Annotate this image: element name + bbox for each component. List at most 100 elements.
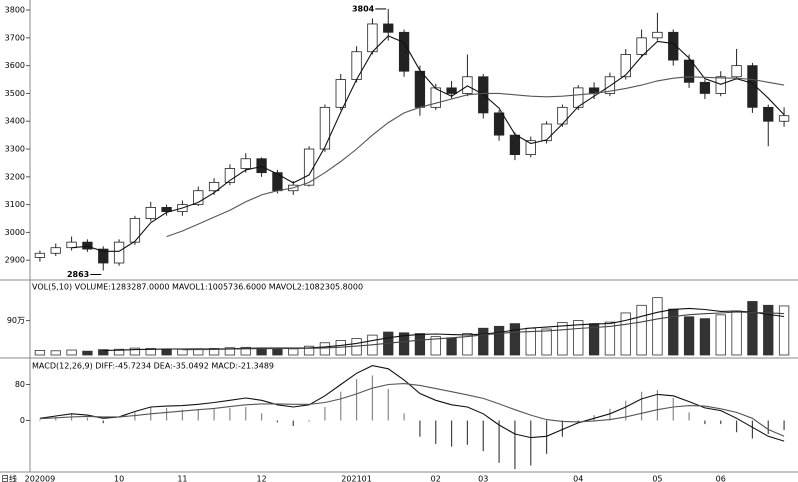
volume-bar [145,348,156,356]
volume-bar [129,347,141,356]
candle-body [113,241,125,264]
candle-body [193,190,204,206]
volume-bar [747,301,758,356]
volume-bar [699,318,711,356]
y-tick-label: 80 [15,380,25,389]
x-tick-label: 12 [256,475,266,482]
x-tick-label: 02 [431,475,441,482]
x-tick-label: 04 [573,475,583,482]
candle-body [224,168,236,183]
y-tick-label: 3300 [5,145,25,154]
y-tick-label: 3100 [5,200,25,209]
y-tick-label: 3600 [5,61,25,70]
volume-bar [478,327,489,356]
y-tick-label: 0 [20,416,25,425]
y-tick-label: 3200 [5,172,25,181]
candle-body [66,241,77,249]
volume-bar [113,348,125,356]
volume-bar [763,304,774,356]
peak-annotation: 3804 [352,4,375,13]
volume-bar [573,320,584,356]
volume-bar [636,304,647,356]
candle-body [652,31,663,39]
macd-header: MACD(12,26,9) DIFF:-45.7234 DEA:-35.0492… [32,362,274,371]
candle-body [34,252,46,258]
candle-body [620,54,631,78]
volume-bar [604,321,616,356]
candle-body [351,51,362,80]
candle-body [319,106,331,150]
candle-body [129,218,141,243]
volume-bar [715,314,726,356]
candle-body [747,65,758,108]
candle-body [525,140,536,155]
volume-average [182,311,785,351]
candle-body [208,181,220,192]
x-tick-label: 10 [114,475,124,482]
candle-body [557,106,568,125]
volume-bar [303,345,315,356]
x-tick-label: 202101 [341,475,372,482]
candle-body [161,207,172,212]
y-tick-label: 2900 [5,256,25,265]
y-tick-label: 3000 [5,228,25,237]
moving-average [166,76,785,238]
candle-body [256,158,267,174]
volume-bar [430,336,441,356]
volume-bar [778,305,790,356]
y-tick-label: 3400 [5,117,25,126]
y-tick-label: 90万 [7,316,25,325]
volume-bar [240,346,251,356]
candle-body [145,207,156,219]
volume-bar [34,350,46,356]
candle-body [98,248,109,264]
candle-body [335,79,346,108]
x-tick-label: 03 [478,475,488,482]
candle-body [367,23,378,53]
candle-body [240,158,251,169]
x-tick-label: 05 [652,475,662,482]
volume-bar [224,347,236,356]
y-tick-label: 3700 [5,33,25,42]
volume-bar [462,333,473,356]
candle-body [398,31,410,72]
volume-bar [272,348,283,356]
dea-line [39,383,785,437]
volume-bar [652,297,663,356]
candle-body [668,31,679,61]
volume-bar [66,349,77,356]
candle-body [446,87,457,94]
candle-body [82,241,93,250]
candle-body [715,76,726,94]
candle-body [778,115,790,122]
candle-body [731,65,742,78]
volume-bar [557,322,568,356]
y-tick-label: 3500 [5,89,25,98]
candle-body [699,81,711,94]
volume-bar [398,332,410,356]
x-tick-label: 202009 [25,475,56,482]
y-tick-label: 3800 [5,6,25,15]
volume-bar [588,323,600,356]
candle-body [763,106,774,122]
volume-bar [731,310,742,356]
candle-body [636,37,647,55]
volume-bar [446,337,457,356]
volume-bar [509,323,521,356]
volume-bar [82,350,93,356]
volume-bar [98,349,109,356]
volume-bar [683,316,695,356]
volume-bar [493,325,505,356]
volume-bar [319,342,331,356]
candle-body [50,247,61,254]
candle-body [493,112,505,136]
x-tick-label: 06 [716,475,726,482]
candle-body [462,76,473,94]
candle-body [683,59,695,83]
candle-body [414,70,426,108]
volume-bar [288,348,299,356]
candle-body [541,123,552,142]
volume-bar [620,312,631,356]
